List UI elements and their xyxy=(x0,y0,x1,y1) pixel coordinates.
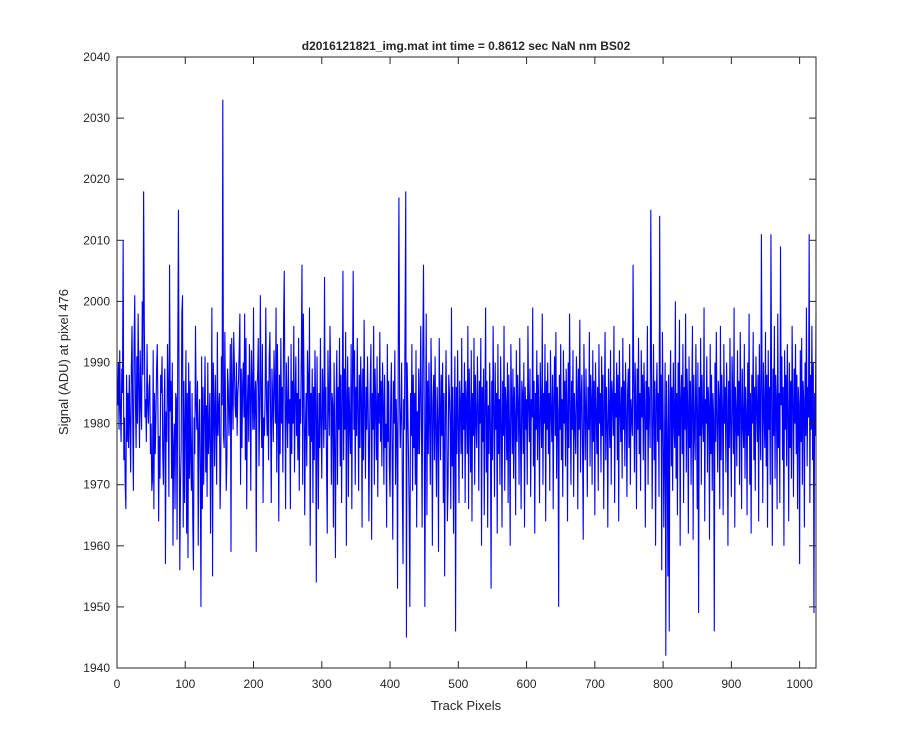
y-tick-label: 2030 xyxy=(83,111,110,125)
x-tick-label: 600 xyxy=(517,677,537,691)
x-tick-label: 300 xyxy=(312,677,332,691)
y-tick-label: 2020 xyxy=(83,172,110,186)
y-axis: 1940 1950 1960 1970 1980 1990 2000 2010 2020 2030… xyxy=(83,50,816,675)
y-tick-label: 2000 xyxy=(83,294,110,308)
x-tick-label: 900 xyxy=(721,677,741,691)
x-tick-label: 800 xyxy=(653,677,673,691)
x-tick-label: 500 xyxy=(448,677,468,691)
series-layer xyxy=(117,99,817,656)
x-tick-label: 1000 xyxy=(786,677,813,691)
y-tick-label: 1980 xyxy=(83,417,110,431)
y-tick-label: 1960 xyxy=(83,539,110,553)
y-tick-label: 1940 xyxy=(83,661,110,675)
y-tick-label: 2040 xyxy=(83,50,110,64)
chart-title: d2016121821_img.mat int time = 0.8612 se… xyxy=(302,39,631,53)
y-tick-label: 1970 xyxy=(83,478,110,492)
x-tick-label: 100 xyxy=(175,677,195,691)
series-line-0 xyxy=(117,99,817,656)
y-tick-label: 2010 xyxy=(83,233,110,247)
x-tick-label: 400 xyxy=(380,677,400,691)
x-tick-label: 0 xyxy=(114,677,121,691)
y-axis-label: Signal (ADU) at pixel 476 xyxy=(56,289,71,435)
x-axis-label: Track Pixels xyxy=(431,698,502,713)
x-tick-label: 700 xyxy=(585,677,605,691)
x-axis: 0 100 200 300 400 500 600 700 800 900 1000 xyxy=(114,57,813,691)
y-tick-label: 1990 xyxy=(83,356,110,370)
x-tick-label: 200 xyxy=(244,677,264,691)
y-tick-label: 1950 xyxy=(83,600,110,614)
